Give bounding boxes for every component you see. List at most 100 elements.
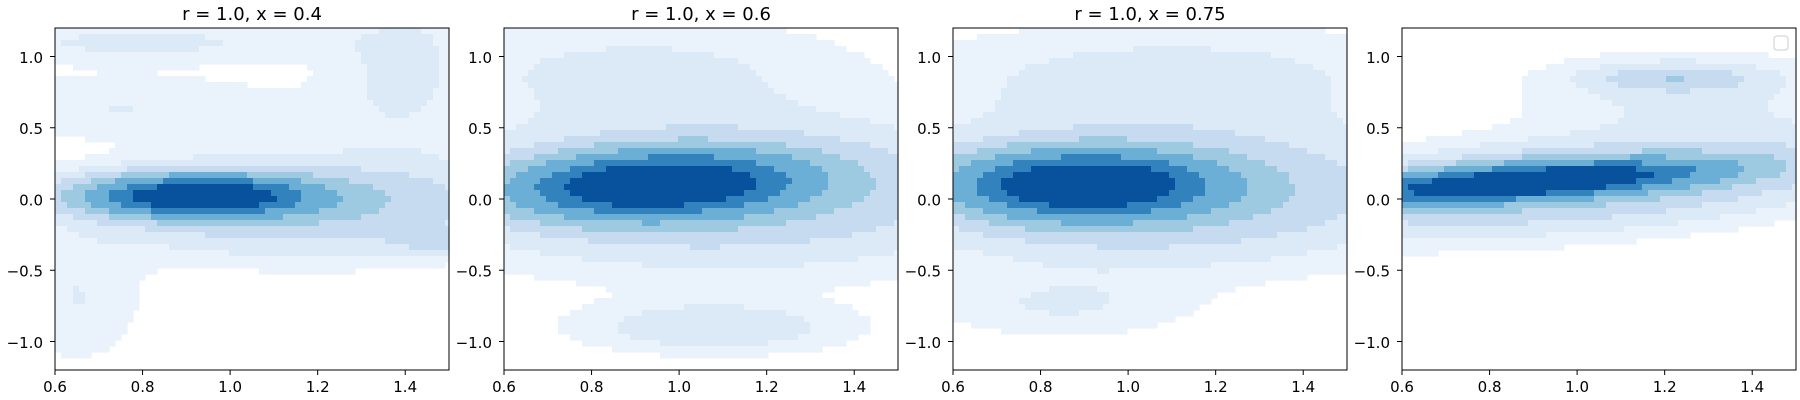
density-cell (522, 232, 529, 239)
density-cell (211, 256, 218, 263)
density-cell (397, 214, 404, 221)
density-cell (223, 94, 230, 101)
density-cell (163, 58, 170, 65)
density-cell (67, 322, 74, 329)
density-cell (343, 220, 350, 227)
density-cell (127, 202, 134, 209)
density-cell (558, 124, 565, 131)
density-cell (870, 76, 877, 83)
density-cell (115, 166, 122, 173)
density-cell (576, 130, 583, 137)
density-cell (283, 178, 290, 185)
density-cell (642, 142, 649, 149)
density-cell (235, 256, 242, 263)
density-cell (642, 118, 649, 125)
density-cell (361, 196, 368, 203)
density-cell (433, 106, 440, 113)
density-cell (618, 178, 625, 185)
density-cell (828, 40, 835, 47)
density-cell (534, 232, 541, 239)
density-cell (696, 112, 703, 119)
density-cell (151, 118, 158, 125)
density-cell (385, 82, 392, 89)
density-cell (504, 124, 511, 131)
density-cell (133, 34, 140, 41)
density-cell (295, 196, 302, 203)
density-cell (211, 244, 218, 251)
density-cell (331, 100, 338, 107)
density-cell (421, 106, 428, 113)
density-cell (858, 88, 865, 95)
density-cell (552, 124, 559, 131)
density-cell (445, 160, 450, 167)
density-cell (85, 40, 92, 47)
density-cell (349, 40, 356, 47)
density-cell (109, 196, 116, 203)
density-cell (283, 196, 290, 203)
density-cell (385, 100, 392, 107)
density-cell (762, 34, 769, 41)
density-cell (612, 220, 619, 227)
density-cell (259, 160, 266, 167)
density-cell (283, 250, 290, 257)
density-cell (61, 244, 68, 251)
density-cell (253, 262, 260, 269)
density-cell (307, 94, 314, 101)
density-cell (91, 286, 98, 293)
density-cell (606, 46, 613, 53)
density-cell (55, 106, 62, 113)
density-cell (804, 184, 811, 191)
density-cell (367, 28, 374, 35)
density-cell (187, 226, 194, 233)
density-cell (702, 70, 709, 77)
density-cell (738, 220, 745, 227)
density-cell (103, 46, 110, 53)
density-cell (331, 238, 338, 245)
density-cell (774, 220, 781, 227)
density-cell (510, 220, 517, 227)
density-cell (708, 82, 715, 89)
density-cell (576, 172, 583, 179)
density-cell (439, 172, 446, 179)
density-cell (151, 196, 158, 203)
density-cell (804, 118, 811, 125)
density-cell (193, 214, 200, 221)
density-cell (882, 112, 889, 119)
density-cell (702, 142, 709, 149)
density-cell (235, 214, 242, 221)
density-cell (403, 178, 410, 185)
density-cell (516, 166, 523, 173)
density-cell (606, 28, 613, 35)
density-cell (61, 76, 68, 83)
density-cell (367, 46, 374, 53)
density-cell (582, 106, 589, 113)
density-cell (768, 178, 775, 185)
density-cell (277, 250, 284, 257)
density-cell (337, 238, 344, 245)
density-cell (193, 88, 200, 95)
density-cell (151, 40, 158, 47)
density-cell (816, 58, 823, 65)
density-cell (516, 148, 523, 155)
density-cell (301, 208, 308, 215)
density-cell (229, 124, 236, 131)
density-cell (840, 166, 847, 173)
density-cell (163, 184, 170, 191)
density-cell (223, 196, 230, 203)
density-cell (403, 142, 410, 149)
density-cell (798, 178, 805, 185)
density-cell (91, 274, 98, 281)
density-cell (163, 94, 170, 101)
density-cell (786, 112, 793, 119)
density-cell (786, 208, 793, 215)
density-cell (169, 250, 176, 257)
density-cell (828, 220, 835, 227)
density-cell (780, 208, 787, 215)
density-cell (385, 64, 392, 71)
density-cell (157, 178, 164, 185)
density-cell (199, 142, 206, 149)
density-cell (79, 328, 86, 335)
density-cell (409, 142, 416, 149)
density-cell (630, 148, 637, 155)
density-cell (289, 268, 296, 275)
